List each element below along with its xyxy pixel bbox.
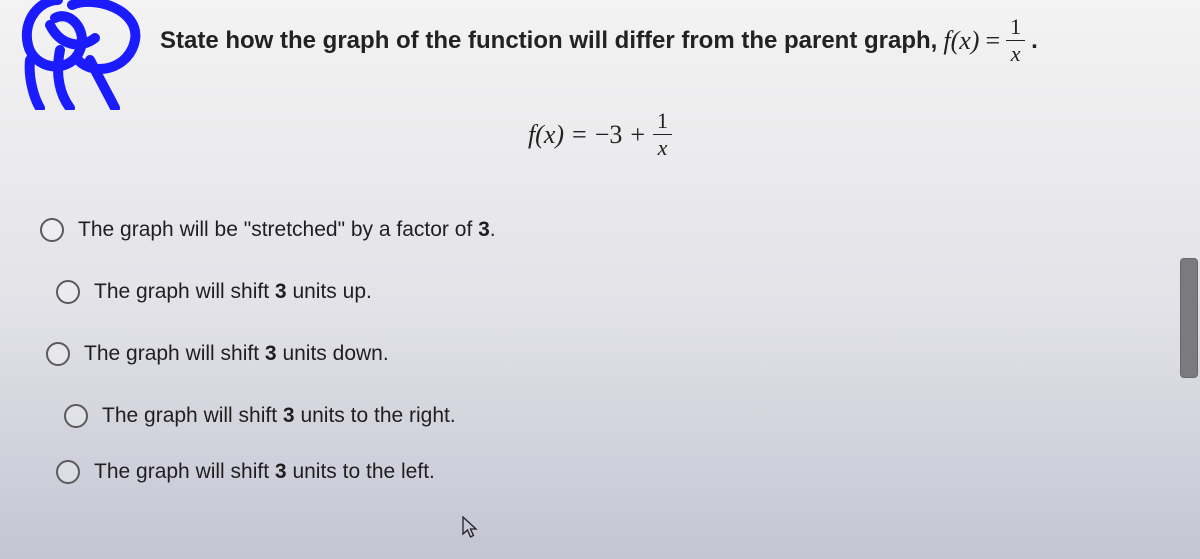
option-post: units up. bbox=[287, 280, 372, 303]
option-post: units to the right. bbox=[295, 404, 456, 427]
question-stem: State how the graph of the function will… bbox=[160, 16, 1140, 65]
cursor-icon bbox=[462, 516, 480, 540]
radio-icon[interactable] bbox=[46, 342, 70, 366]
fraction-numerator: 1 bbox=[1006, 16, 1025, 38]
option-pre: The graph will shift bbox=[102, 404, 283, 427]
fraction-denominator: x bbox=[1007, 43, 1025, 65]
parent-fn-fraction: 1 x bbox=[1006, 16, 1025, 65]
option-shift-left[interactable]: The graph will shift 3 units to the left… bbox=[56, 460, 1160, 484]
radio-icon[interactable] bbox=[40, 218, 64, 242]
eq-plus: + bbox=[630, 120, 645, 150]
question-page: State how the graph of the function will… bbox=[0, 0, 1200, 559]
option-pre: The graph will be "stretched" by a facto… bbox=[78, 218, 478, 241]
equals-sign: = bbox=[985, 26, 1000, 56]
radio-icon[interactable] bbox=[56, 460, 80, 484]
option-post: . bbox=[490, 218, 496, 241]
scrollbar-thumb[interactable] bbox=[1180, 258, 1198, 378]
option-label: The graph will shift 3 units up. bbox=[94, 280, 372, 304]
parent-fn-lhs: f(x) bbox=[943, 26, 979, 56]
option-post: units to the left. bbox=[287, 460, 435, 483]
option-stretched[interactable]: The graph will be "stretched" by a facto… bbox=[40, 218, 1160, 242]
eq-constant: −3 bbox=[595, 120, 623, 150]
radio-icon[interactable] bbox=[56, 280, 80, 304]
option-pre: The graph will shift bbox=[94, 460, 275, 483]
option-bold: 3 bbox=[478, 218, 490, 241]
eq-frac-num: 1 bbox=[653, 110, 672, 132]
option-label: The graph will shift 3 units to the righ… bbox=[102, 404, 456, 428]
option-shift-down[interactable]: The graph will shift 3 units down. bbox=[46, 342, 1160, 366]
option-bold: 3 bbox=[275, 460, 287, 483]
stem-period: . bbox=[1031, 27, 1038, 55]
eq-frac-den: x bbox=[654, 137, 672, 159]
option-bold: 3 bbox=[275, 280, 287, 303]
radio-icon[interactable] bbox=[64, 404, 88, 428]
option-shift-up[interactable]: The graph will shift 3 units up. bbox=[56, 280, 1160, 304]
option-label: The graph will shift 3 units to the left… bbox=[94, 460, 435, 484]
option-label: The graph will be "stretched" by a facto… bbox=[78, 218, 496, 242]
eq-lhs: f(x) bbox=[528, 120, 564, 150]
eq-equals: = bbox=[572, 120, 587, 150]
eq-fraction: 1 x bbox=[653, 110, 672, 159]
option-pre: The graph will shift bbox=[94, 280, 275, 303]
option-shift-right[interactable]: The graph will shift 3 units to the righ… bbox=[64, 404, 1160, 428]
option-bold: 3 bbox=[283, 404, 295, 427]
option-label: The graph will shift 3 units down. bbox=[84, 342, 389, 366]
transformed-function: f(x) = −3 + 1 x bbox=[0, 110, 1200, 159]
parent-function: f(x) = 1 x bbox=[943, 16, 1025, 65]
annotation-scribble bbox=[0, 0, 160, 110]
option-post: units down. bbox=[277, 342, 389, 365]
option-bold: 3 bbox=[265, 342, 277, 365]
question-stem-text: State how the graph of the function will… bbox=[160, 27, 937, 55]
option-pre: The graph will shift bbox=[84, 342, 265, 365]
answer-options: The graph will be "stretched" by a facto… bbox=[40, 218, 1160, 484]
